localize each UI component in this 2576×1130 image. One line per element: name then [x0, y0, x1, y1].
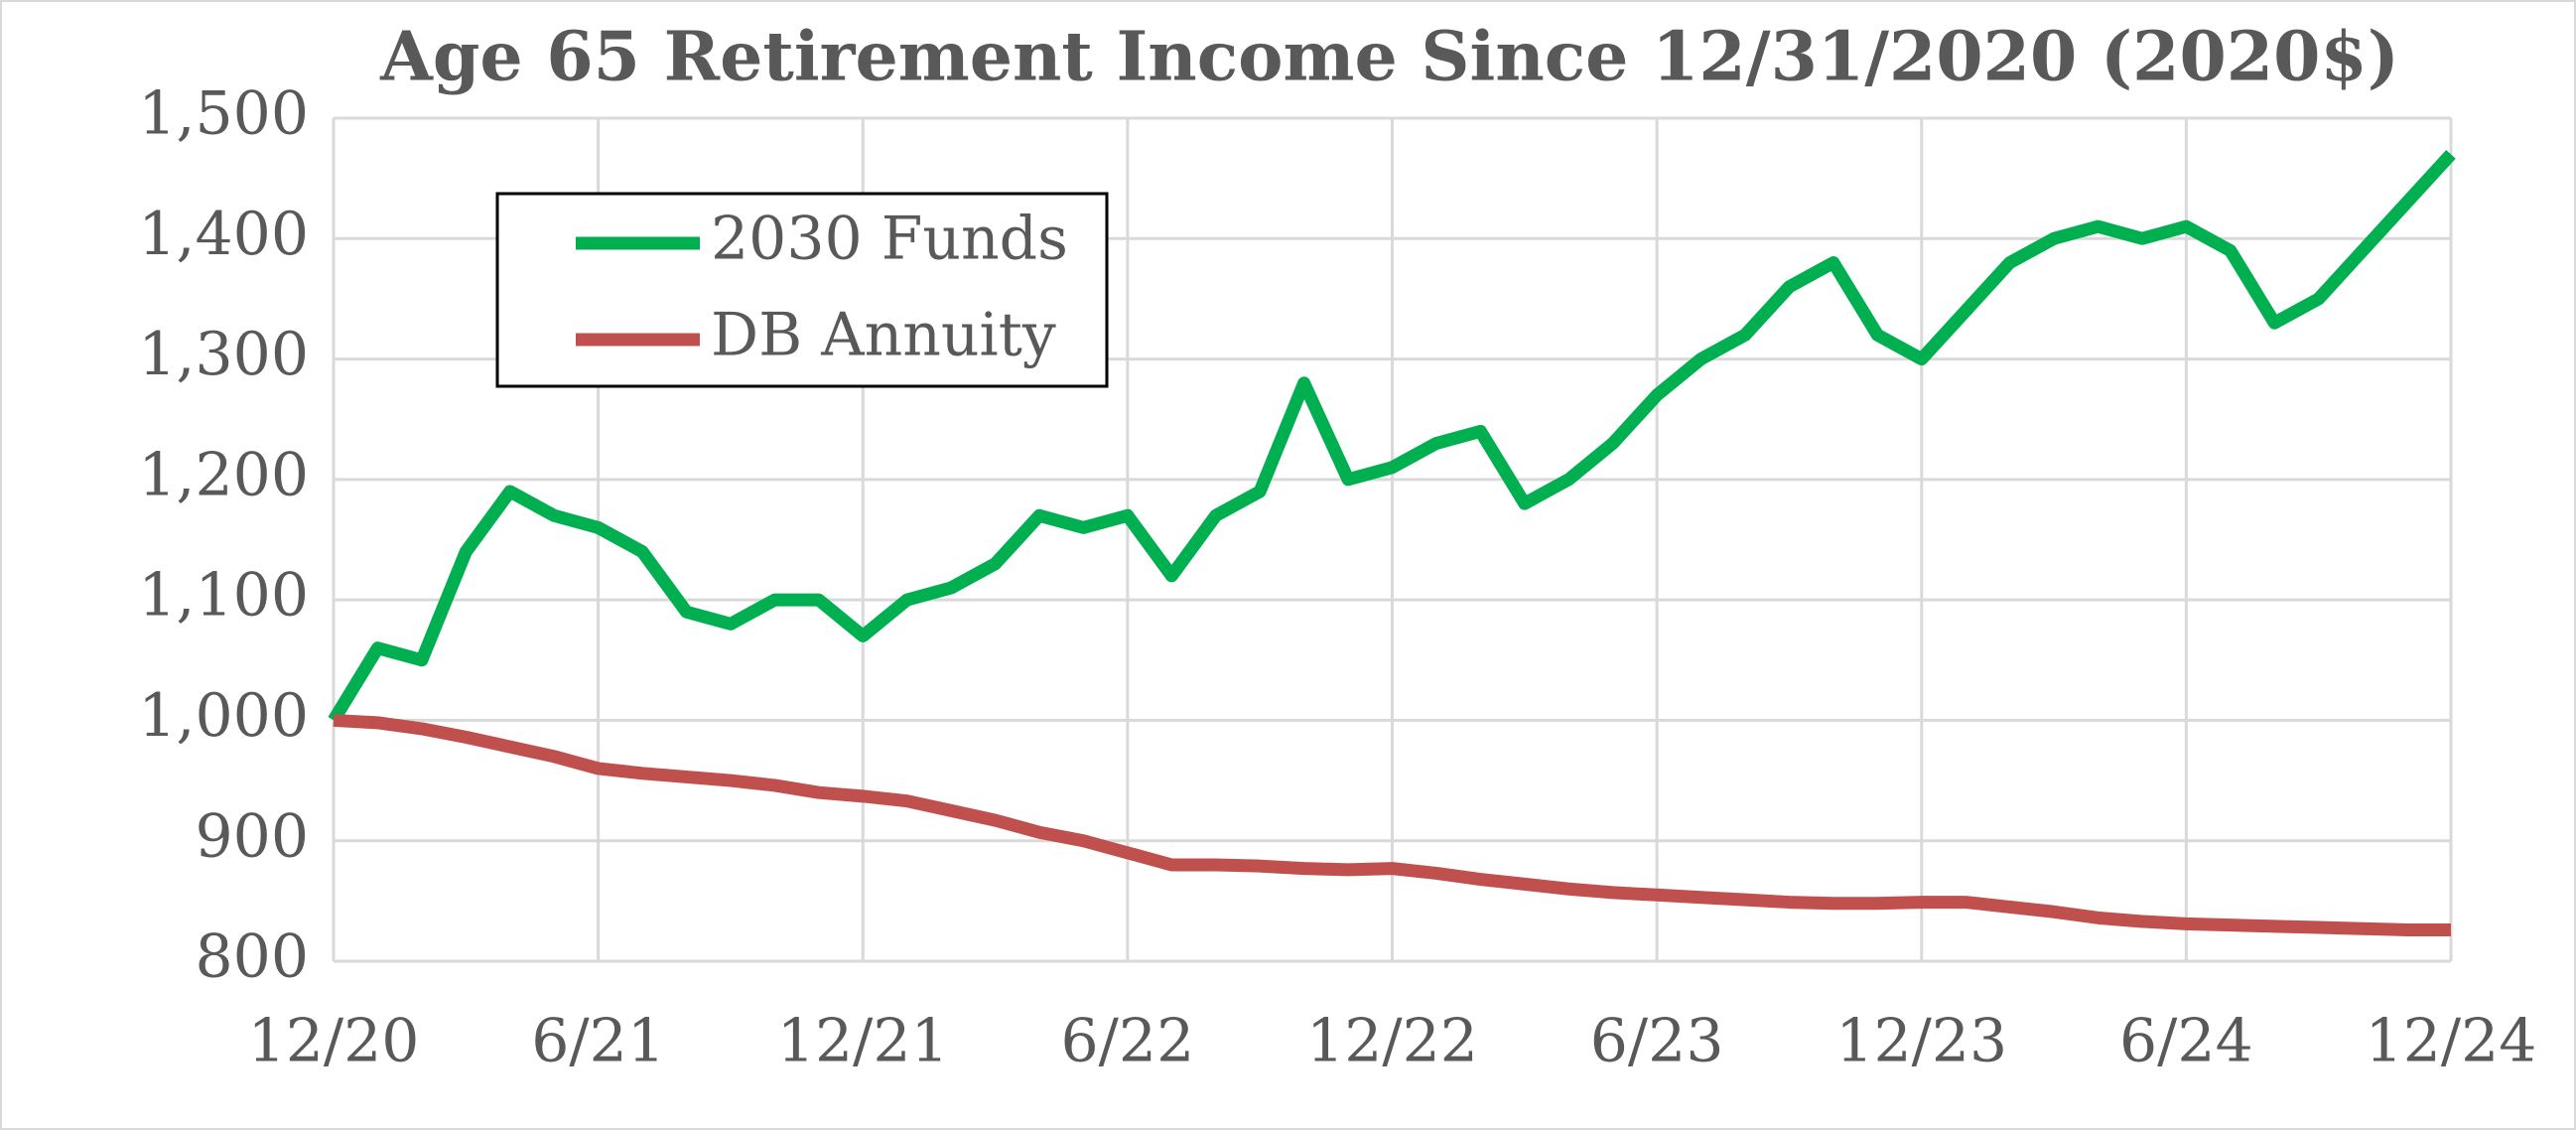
- x-tick-label: 6/24: [2119, 1007, 2253, 1076]
- x-tick-label: 12/24: [2366, 1007, 2537, 1076]
- legend-label: 2030 Funds: [711, 205, 1068, 274]
- y-tick-label: 1,100: [138, 561, 309, 631]
- chart-title: Age 65 Retirement Income Since 12/31/202…: [379, 18, 2399, 97]
- series-line: [328, 149, 2456, 724]
- x-tick-label: 6/21: [531, 1007, 665, 1076]
- y-tick-label: 1,300: [138, 320, 309, 389]
- x-tick-label: 6/23: [1590, 1007, 1724, 1076]
- y-tick-label: 900: [195, 801, 309, 871]
- x-tick-label: 12/22: [1306, 1007, 1478, 1076]
- y-tick-label: 800: [195, 922, 309, 992]
- x-tick-label: 12/20: [248, 1007, 420, 1076]
- y-tick-label: 1,400: [138, 200, 309, 269]
- x-tick-label: 6/22: [1061, 1007, 1195, 1076]
- y-tick-label: 1,500: [138, 79, 309, 149]
- x-tick-label: 12/23: [1835, 1007, 2007, 1076]
- legend-label: DB Annuity: [711, 301, 1056, 370]
- y-tick-label: 1,200: [138, 440, 309, 509]
- y-tick-label: 1,000: [138, 681, 309, 751]
- series-line: [333, 713, 2451, 936]
- legend-box: [495, 192, 1109, 388]
- x-tick-label: 12/21: [777, 1007, 949, 1076]
